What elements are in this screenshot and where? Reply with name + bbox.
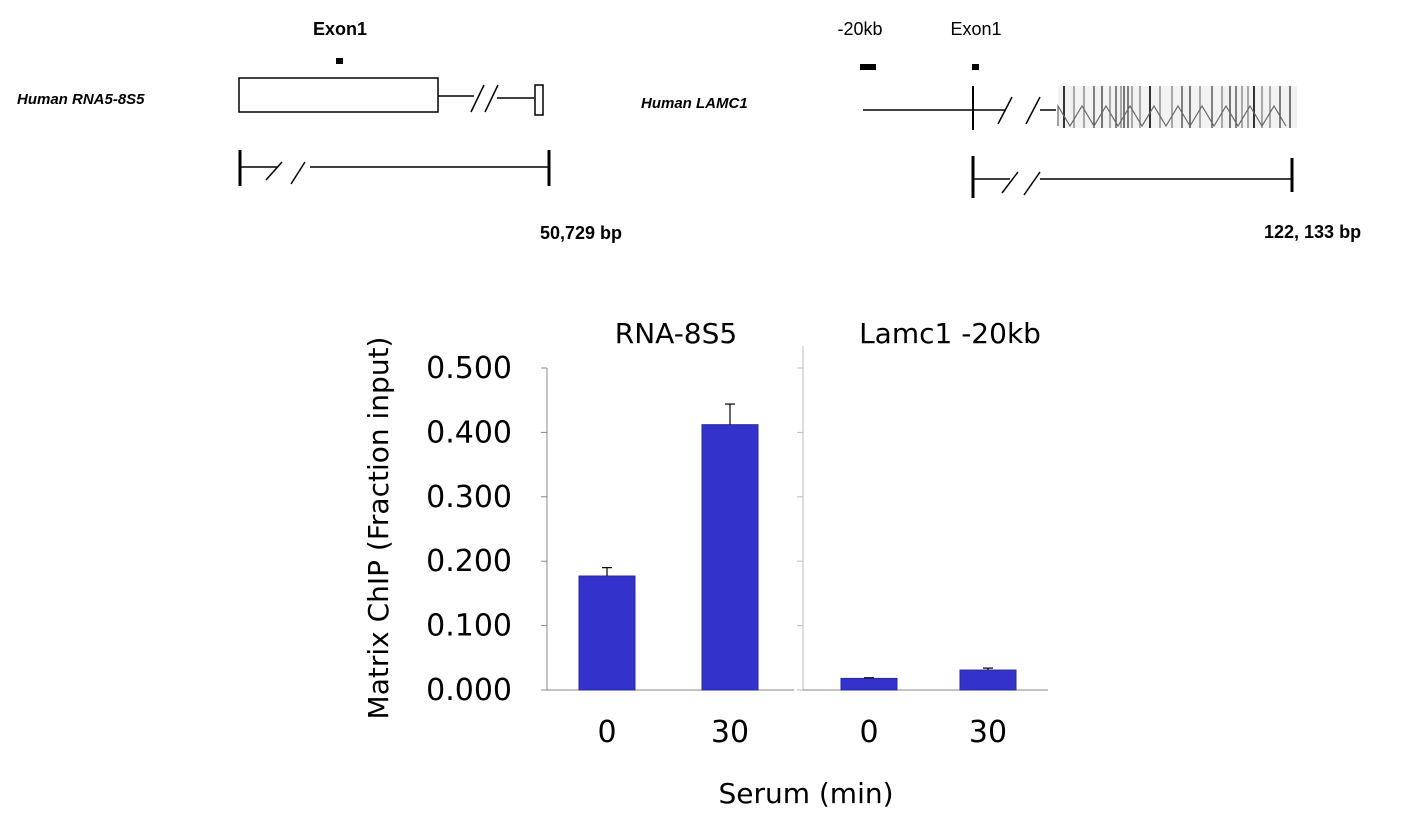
y-tick-label: 0.100 [426, 609, 512, 644]
left-break-mark-a [470, 84, 485, 113]
panel-title: Lamc1 -20kb [859, 317, 1041, 350]
bar [701, 424, 759, 691]
right-exon-label: Exon1 [950, 19, 1001, 39]
y-axis-label: Matrix ChIP (Fraction input) [362, 337, 395, 720]
x-tick-label: 30 [969, 715, 1007, 750]
y-tick-label: 0.000 [426, 673, 512, 708]
y-tick-label: 0.300 [426, 480, 512, 515]
right-upstream-marker [860, 64, 876, 70]
left-exon-label: Exon1 [313, 19, 367, 39]
left-gene-label: Human RNA5-8S5 [17, 91, 145, 108]
left-scale-break-b [290, 161, 306, 185]
left-last-exon-box [534, 84, 544, 116]
y-tick-label: 0.500 [426, 351, 512, 386]
right-gene-label: Human LAMC1 [641, 95, 748, 112]
gene-map-left: Exon1 Human RNA5-8S5 50,729 bp [17, 19, 622, 243]
right-upstream-label: -20kb [837, 19, 882, 39]
bar [840, 677, 898, 691]
x-tick-label: 0 [597, 715, 616, 750]
left-scale-break-a [265, 161, 283, 181]
left-break-mark-b [484, 84, 499, 113]
right-length-label: 122, 133 bp [1264, 222, 1361, 242]
right-exon-structure [1057, 86, 1297, 128]
intron-zigzag [1057, 103, 1287, 128]
left-length-label: 50,729 bp [540, 223, 622, 243]
panel-title: RNA-8S5 [615, 317, 737, 350]
x-tick-label: 0 [859, 715, 878, 750]
left-exon-box [238, 77, 439, 113]
y-tick-label: 0.200 [426, 544, 512, 579]
right-exon-marker [972, 64, 979, 70]
bar [959, 669, 1017, 691]
right-scale-break-b [1023, 171, 1041, 196]
x-axis-label: Serum (min) [718, 777, 893, 810]
left-exon-marker [336, 58, 343, 64]
y-tick-label: 0.400 [426, 415, 512, 450]
right-scale-break-a [1001, 171, 1019, 194]
right-break-mark-a [997, 96, 1013, 125]
right-break-mark-b [1025, 96, 1041, 125]
x-tick-label: 30 [711, 715, 749, 750]
bar [578, 575, 636, 691]
chart: Matrix ChIP (Fraction input) Serum (min)… [362, 317, 1048, 810]
gene-map-right: -20kb Exon1 Human LAMC1 122, 133 bp [641, 19, 1361, 242]
